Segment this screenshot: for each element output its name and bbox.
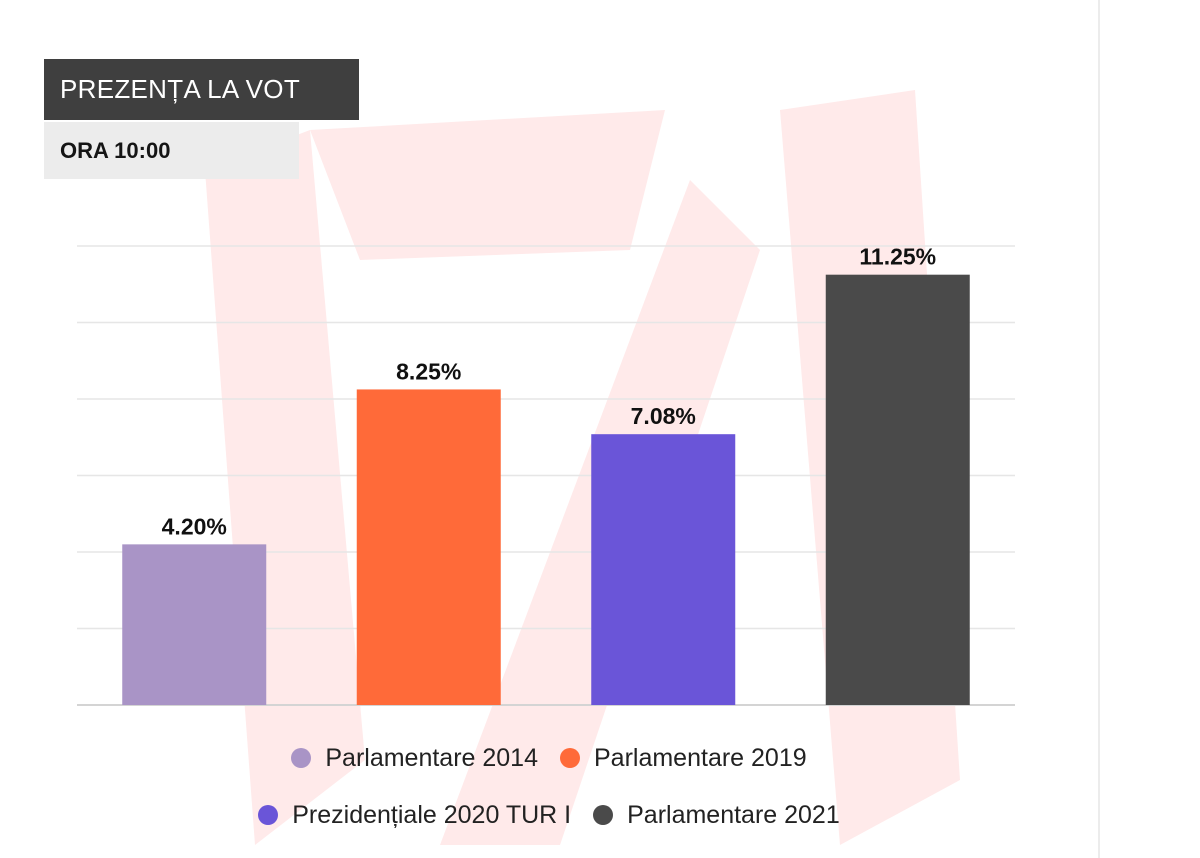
chart-subtitle: ORA 10:00	[44, 122, 299, 179]
legend-label: Parlamentare 2014	[325, 743, 538, 772]
bar-4	[825, 274, 970, 705]
chart-canvas: 4.20% 8.25% 7.08% 11.25%	[77, 90, 1015, 845]
legend-label: Prezidențiale 2020 TUR I	[292, 800, 572, 829]
watermark-stroke-top	[310, 110, 665, 260]
legend-label: Parlamentare 2019	[594, 743, 807, 772]
legend-dot-icon	[560, 748, 580, 768]
legend-item: Parlamentare 2021	[593, 801, 840, 830]
bar-value-labels: 4.20% 8.25% 7.08% 11.25%	[162, 244, 936, 540]
legend-row-2: Prezidențiale 2020 TUR I Parlamentare 20…	[0, 795, 1098, 835]
bar-value-label: 4.20%	[162, 513, 227, 539]
legend-item: Prezidențiale 2020 TUR I	[258, 801, 571, 830]
legend-dot-icon	[258, 805, 279, 825]
legend-row-1: Parlamentare 2014 Parlamentare 2019	[0, 738, 1098, 778]
bar-value-label: 11.25%	[859, 244, 936, 270]
sidebar-divider	[1098, 0, 1100, 858]
bar-3	[591, 434, 736, 705]
legend-item: Parlamentare 2014	[291, 744, 538, 773]
bar-1	[122, 544, 267, 705]
legend-dot-icon	[291, 748, 312, 768]
legend-label: Parlamentare 2021	[627, 800, 840, 829]
legend-dot-icon	[593, 805, 614, 825]
legend-item: Parlamentare 2019	[560, 744, 807, 773]
bar-value-label: 8.25%	[396, 358, 461, 384]
bars	[122, 274, 970, 705]
bar-value-label: 7.08%	[631, 403, 696, 429]
chart-title: PREZENȚA LA VOT	[44, 59, 359, 120]
bar-2	[356, 389, 501, 705]
